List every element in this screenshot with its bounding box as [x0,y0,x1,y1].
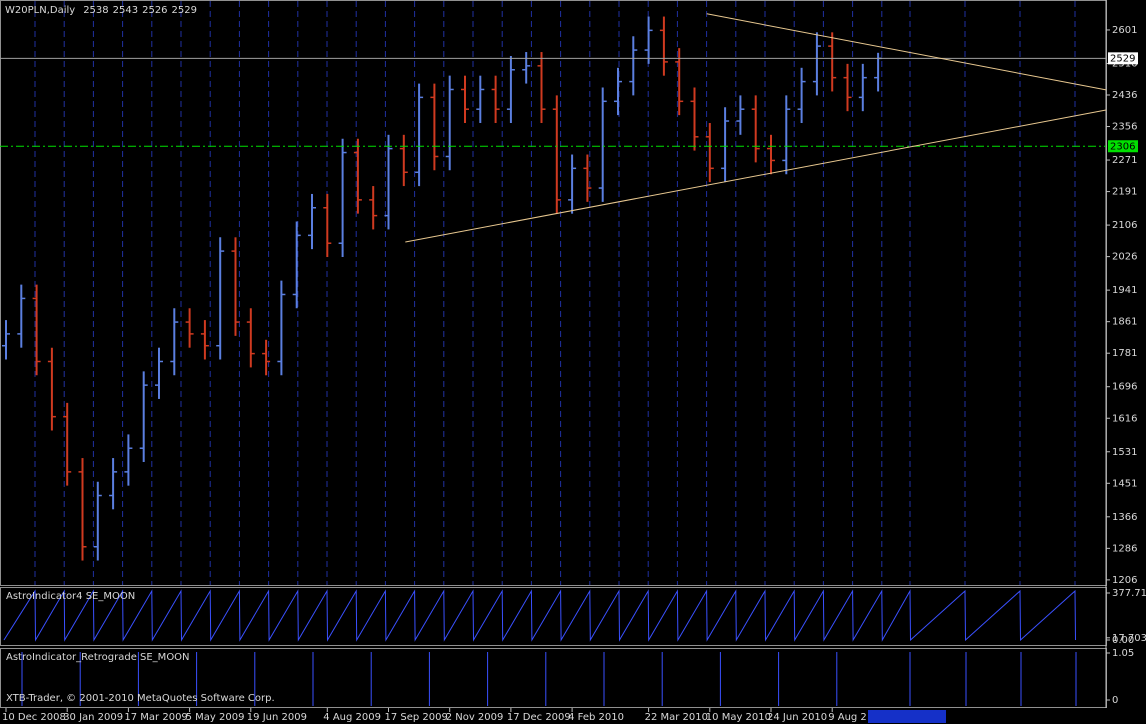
indicator-name: AstroIndicator_Retrograde SE_MOON [6,652,190,663]
x-tick-label: 4 Feb 2010 [568,712,624,723]
x-tick-label: 9 Aug 2 [828,712,867,723]
x-tick-label: 10 May 2010 [706,712,771,723]
indicator-tick-label: 1.05 [1112,648,1134,659]
trendline [706,13,1107,91]
copyright: XTB-Trader, © 2001-2010 MetaQuotes Softw… [6,693,275,704]
y-tick-label: 2191 [1112,187,1137,198]
level-tag-label: 2306 [1110,141,1135,152]
x-tick-label: 19 Jun 2009 [247,712,307,723]
x-tick-label: 4 Aug 2009 [323,712,381,723]
y-tick-label: 2356 [1112,122,1137,133]
y-tick-label: 2106 [1112,220,1137,231]
y-tick-label: 2271 [1112,155,1137,166]
x-tick-label: 17 Mar 2009 [124,712,187,723]
y-tick-label: 2026 [1112,252,1137,263]
indicator-tick-label: 377.719 [1112,588,1146,599]
marks [2,16,883,561]
price-tag [1108,52,1138,65]
x-tick-label: 2 Nov 2009 [446,712,504,723]
y-tick-label: 2601 [1112,25,1137,36]
y-tick-label: 1781 [1112,348,1137,359]
indicator-tick-label: 0 [1112,695,1118,706]
y-tick-label: 1696 [1112,382,1137,393]
decorations [3,1,1077,706]
x-tick-label: 30 Jan 2009 [63,712,123,723]
indicator-tick-label: 0.00 [1112,635,1134,646]
level-tag [1108,140,1138,153]
last-open: 2538 [83,5,108,16]
last-close: 2529 [172,5,197,16]
y-tick-label: 1286 [1112,543,1137,554]
last-high: 2543 [113,5,138,16]
trendline [405,109,1107,243]
y-tick-label: 1861 [1112,317,1137,328]
y-tick-label: 1206 [1112,575,1137,586]
y-tick-label: 1616 [1112,413,1137,424]
y-tick-label: 1941 [1112,285,1137,296]
x-tick-label: 17 Sep 2009 [385,712,448,723]
date-scroll-box [868,710,946,723]
indicator-name: AstroIndicator4 SE_MOON [6,591,135,602]
moon-sawtooth [3,589,1076,642]
x-tick-label: 17 Dec 2009 [507,712,571,723]
symbol: W20PLN,Daily [5,5,75,16]
y-tick-label: 1451 [1112,478,1137,489]
x-tick-label: 5 May 2009 [186,712,245,723]
last-low: 2526 [142,5,167,16]
y-tick-label: 1531 [1112,447,1137,458]
price-tag-label: 2529 [1110,53,1135,64]
y-tick-label: 2436 [1112,90,1137,101]
x-tick-label: 10 Dec 2008 [2,712,66,723]
y-tick-label: 1366 [1112,512,1137,523]
chart-title: W20PLN,Daily 2538 2543 2526 2529 [5,5,197,16]
x-tick-label: 24 Jun 2010 [767,712,827,723]
x-tick-label: 22 Mar 2010 [645,712,708,723]
indicator-tick-label: 17.7032 [1112,633,1146,644]
